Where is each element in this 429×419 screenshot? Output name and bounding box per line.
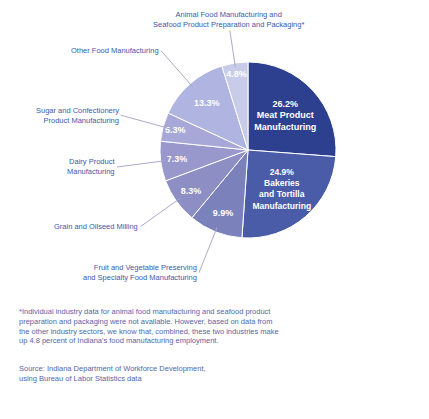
svg-text:Grain and Oilseed Milling: Grain and Oilseed Milling	[54, 222, 138, 231]
svg-text:Other Food Manufacturing: Other Food Manufacturing	[71, 46, 159, 55]
svg-text:9.9%: 9.9%	[213, 208, 234, 218]
svg-text:24.9%Bakeriesand TortillaManuf: 24.9%Bakeriesand TortillaManufacturing	[252, 167, 311, 210]
svg-text:Fruit and Vegetable Preserving: Fruit and Vegetable Preservingand Specia…	[83, 263, 197, 282]
svg-text:Sugar and ConfectioneryProduct: Sugar and ConfectioneryProduct Manufactu…	[36, 106, 119, 125]
svg-text:13.3%: 13.3%	[194, 98, 220, 108]
svg-text:*Individual industry data for: *Individual industry data for animal foo…	[19, 307, 279, 345]
svg-text:7.3%: 7.3%	[167, 154, 188, 164]
svg-text:Animal Food Manufacturing andS: Animal Food Manufacturing andSeafood Pro…	[153, 10, 304, 29]
svg-text:4.8%: 4.8%	[226, 69, 247, 79]
svg-text:Source: Indiana Department of: Source: Indiana Department of Workforce …	[19, 364, 206, 383]
svg-text:Dairy ProductManufacturing: Dairy ProductManufacturing	[67, 157, 115, 176]
svg-text:8.3%: 8.3%	[181, 186, 202, 196]
svg-text:5.3%: 5.3%	[165, 125, 186, 135]
svg-text:26.2%Meat ProductManufacturing: 26.2%Meat ProductManufacturing	[254, 99, 316, 132]
